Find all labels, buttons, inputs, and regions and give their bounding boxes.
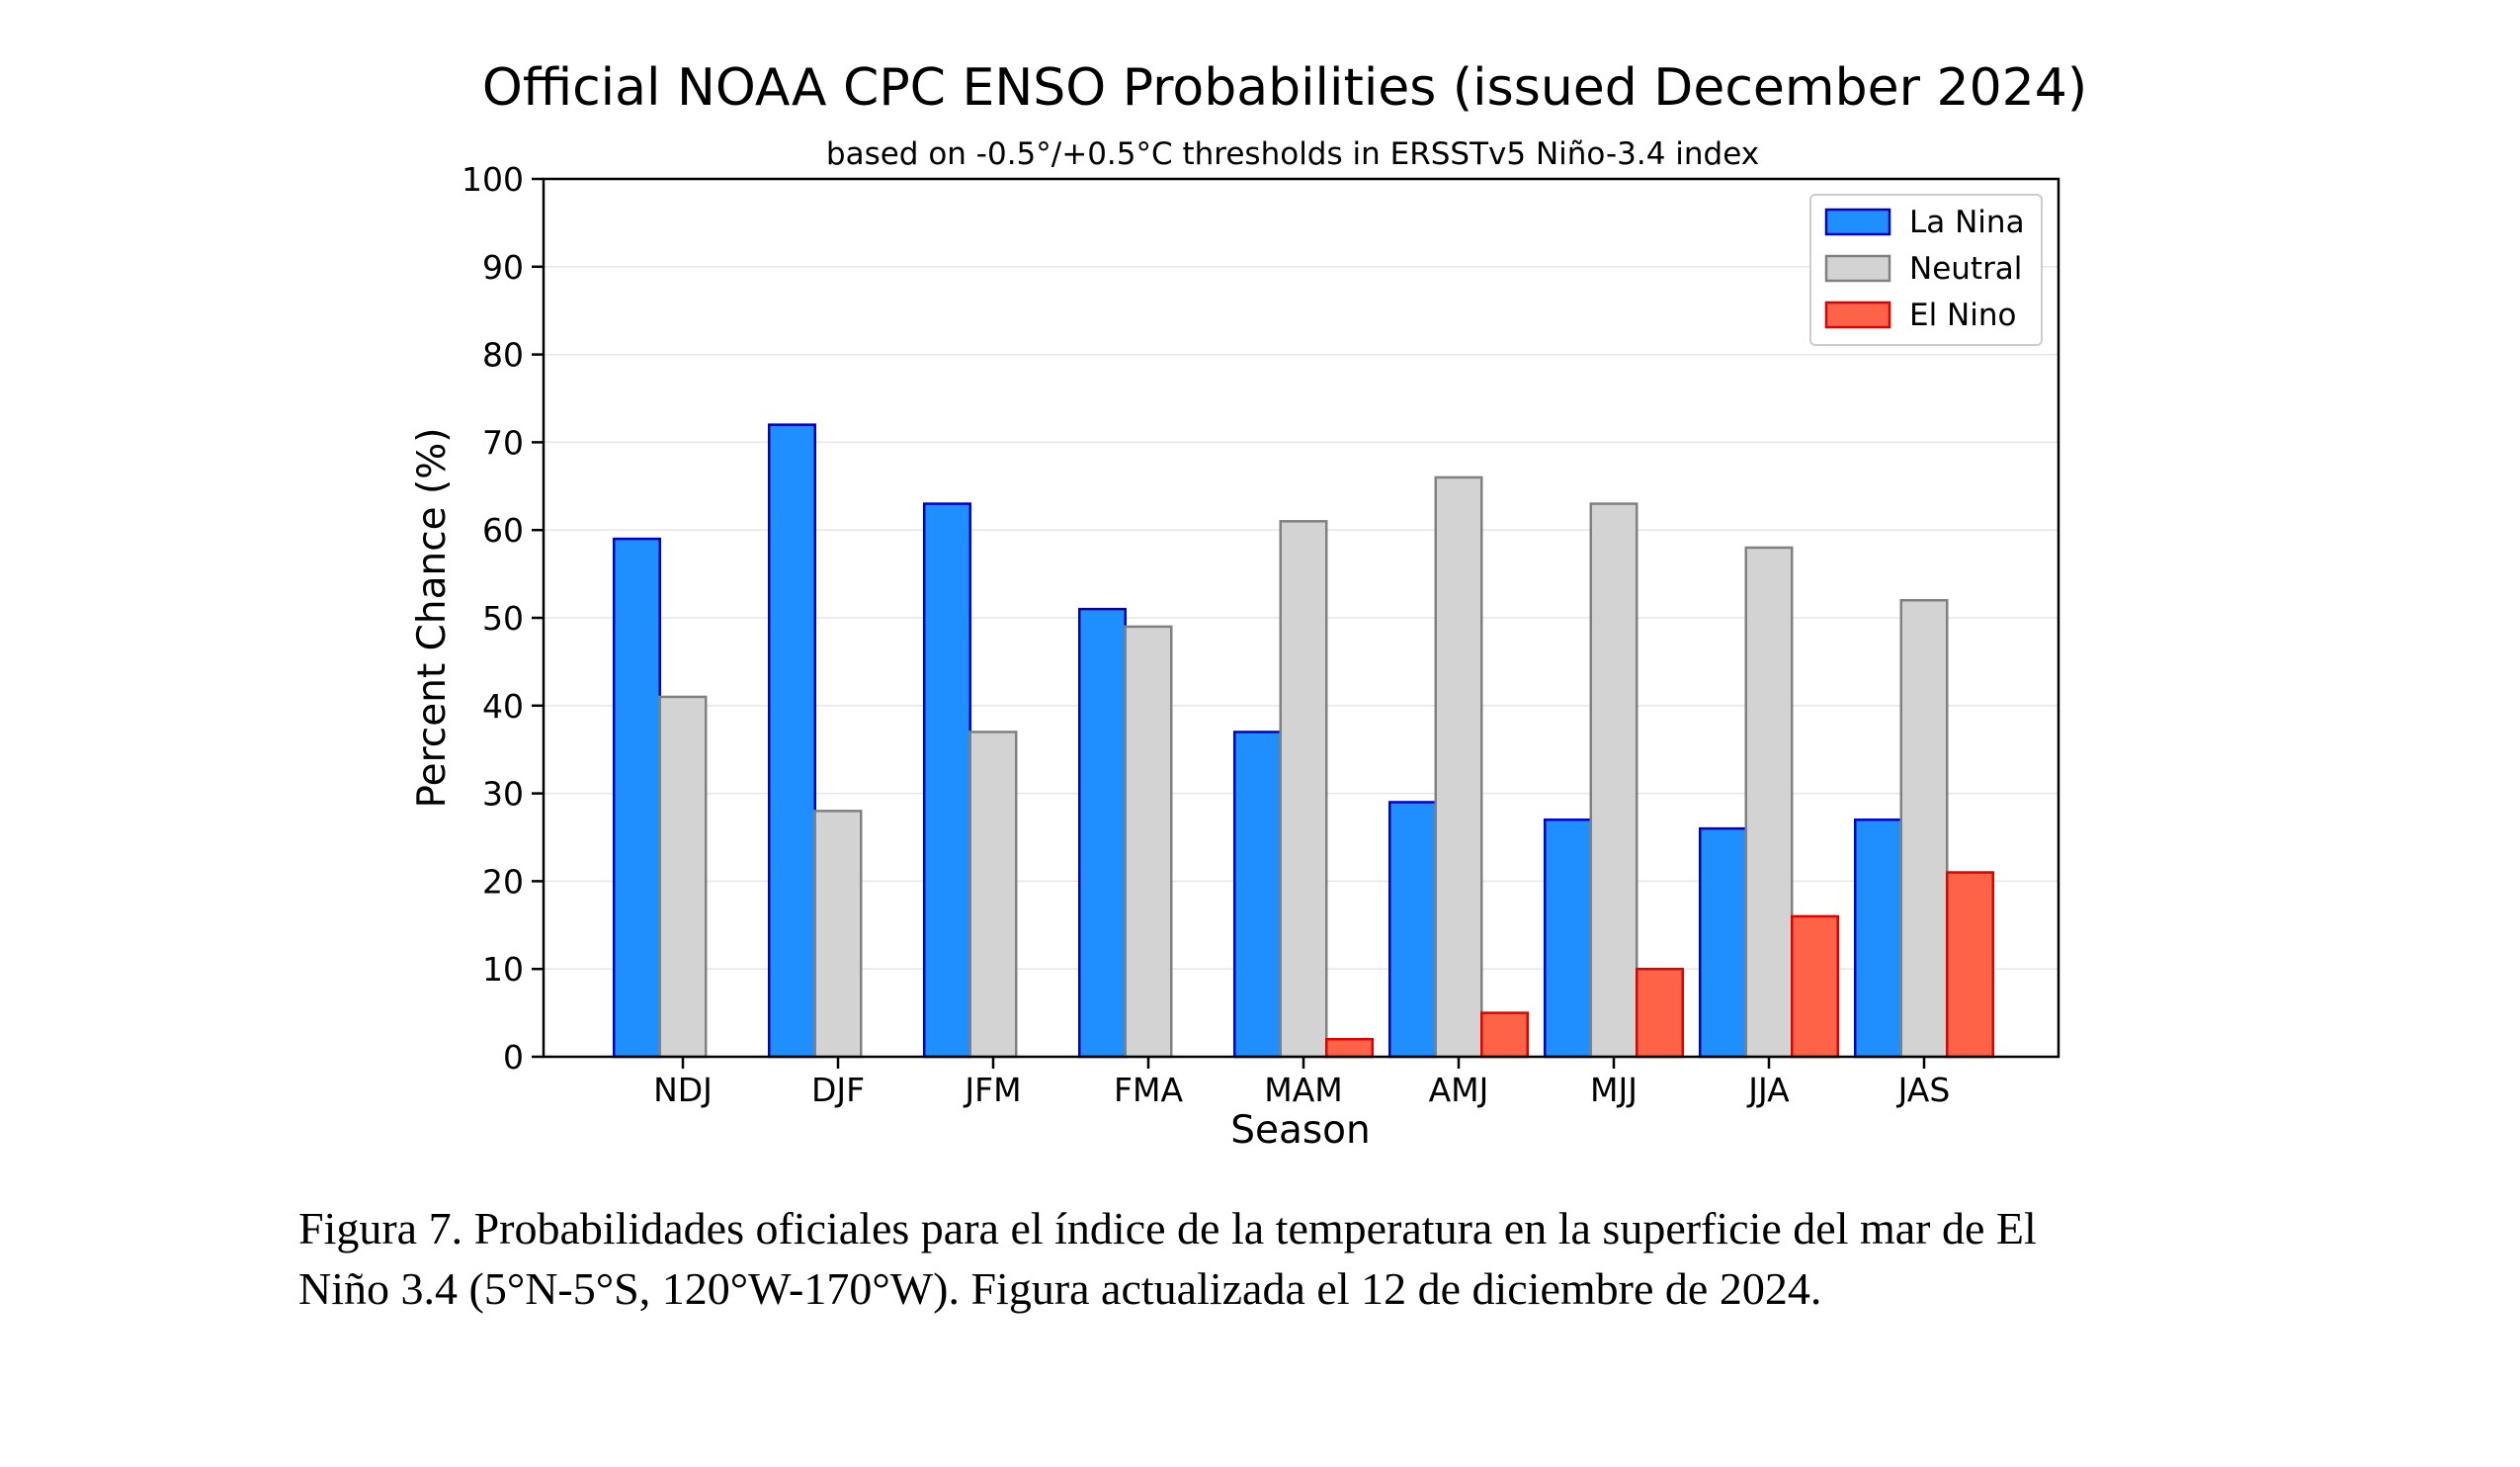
bar-neutral-ndj xyxy=(658,695,708,1059)
y-tick-label: 50 xyxy=(482,599,524,638)
y-tick-label: 0 xyxy=(503,1038,524,1077)
y-tick-label: 10 xyxy=(482,950,524,989)
legend-label-el-nino: El Nino xyxy=(1909,298,2016,333)
bar-el-nino-amj xyxy=(1480,1011,1529,1059)
x-tick-label-jas: JAS xyxy=(1896,1071,1951,1109)
bar-neutral-mam xyxy=(1279,520,1328,1059)
bar-la-nina-ndj xyxy=(613,537,661,1059)
legend-swatch-el-nino xyxy=(1824,301,1891,329)
caption-line-1: Figura 7. Probabilidades oficiales para … xyxy=(298,1203,2037,1253)
y-tick-label: 40 xyxy=(482,687,524,726)
x-tick-label-jfm: JFM xyxy=(963,1071,1021,1109)
bar-la-nina-fma xyxy=(1078,607,1127,1059)
bar-neutral-amj xyxy=(1434,475,1483,1059)
y-tick-label: 30 xyxy=(482,775,524,814)
chart-subtitle: based on -0.5°/+0.5°C thresholds in ERSS… xyxy=(826,136,1759,172)
bar-la-nina-mam xyxy=(1233,731,1282,1059)
bar-la-nina-mjj xyxy=(1544,818,1592,1059)
y-axis-ticks: 0 10 20 30 40 50 60 70 80 90 100 xyxy=(462,160,544,1077)
bar-neutral-djf xyxy=(813,810,863,1059)
x-tick-label-ndj: NDJ xyxy=(653,1071,713,1109)
y-tick-label: 80 xyxy=(482,336,524,375)
bar-la-nina-djf xyxy=(768,423,816,1059)
legend-label-la-nina: La Nina xyxy=(1909,205,2025,240)
bars xyxy=(613,423,1994,1059)
legend: La Nina Neutral El Nino xyxy=(1809,194,2043,346)
bar-el-nino-mjj xyxy=(1636,967,1684,1059)
x-tick-label-djf: DJF xyxy=(811,1071,865,1109)
caption-line-2: Niño 3.4 (5°N-5°S, 120°W-170°W). Figura … xyxy=(298,1263,1822,1314)
legend-swatch-neutral xyxy=(1824,254,1891,283)
y-axis-label: Percent Chance (%) xyxy=(410,427,455,808)
legend-label-neutral: Neutral xyxy=(1909,251,2022,287)
chart-title: Official NOAA CPC ENSO Probabilities (is… xyxy=(482,58,2087,118)
bar-la-nina-amj xyxy=(1388,801,1437,1059)
bar-la-nina-jfm xyxy=(923,502,971,1059)
y-tick-label: 20 xyxy=(482,862,524,901)
bar-el-nino-jja xyxy=(1791,914,1839,1059)
x-tick-label-amj: AMJ xyxy=(1429,1071,1489,1109)
y-tick-label: 100 xyxy=(462,160,524,199)
bar-la-nina-jja xyxy=(1699,826,1747,1059)
enso-probability-chart: Official NOAA CPC ENSO Probabilities (is… xyxy=(410,58,2087,1153)
bar-neutral-jas xyxy=(1899,598,1949,1059)
x-tick-label-mjj: MJJ xyxy=(1590,1071,1638,1109)
bar-neutral-jfm xyxy=(968,731,1018,1059)
y-tick-label: 70 xyxy=(482,423,524,462)
y-tick-label: 90 xyxy=(482,248,524,287)
bar-neutral-fma xyxy=(1124,625,1173,1059)
x-tick-label-jja: JJA xyxy=(1746,1071,1790,1109)
bar-el-nino-mam xyxy=(1325,1037,1374,1059)
bar-la-nina-jas xyxy=(1854,818,1902,1059)
legend-swatch-la-nina xyxy=(1824,208,1891,236)
bar-el-nino-jas xyxy=(1946,871,1994,1059)
bar-neutral-mjj xyxy=(1589,502,1638,1059)
bar-neutral-jja xyxy=(1744,546,1794,1059)
x-tick-label-mam: MAM xyxy=(1264,1071,1343,1109)
x-axis-label: Season xyxy=(1230,1108,1371,1153)
x-axis-ticks: NDJ DJF JFM FMA MAM AMJ MJJ JJA JAS xyxy=(653,1057,1950,1109)
x-tick-label-fma: FMA xyxy=(1114,1071,1183,1109)
y-tick-label: 60 xyxy=(482,511,524,550)
figure-caption: Figura 7. Probabilidades oficiales para … xyxy=(298,1198,2265,1319)
